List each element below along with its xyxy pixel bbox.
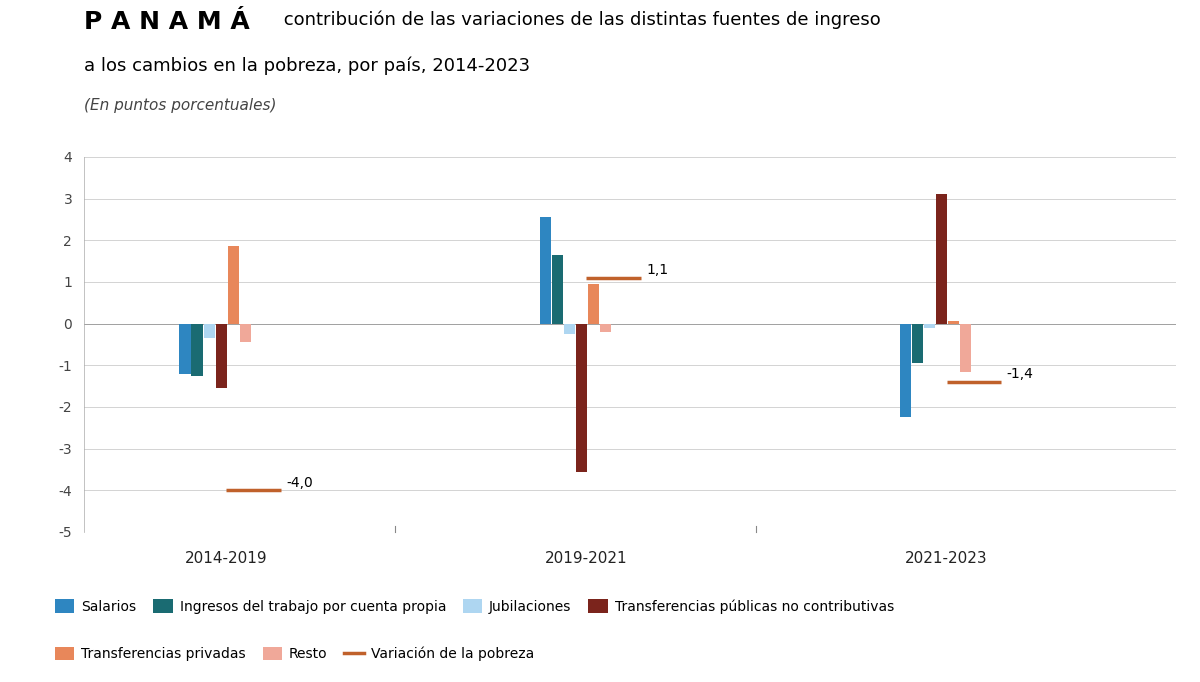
Text: 2021-2023: 2021-2023 <box>905 551 988 565</box>
Bar <box>588 284 599 323</box>
Bar <box>912 323 923 363</box>
Text: -1,4: -1,4 <box>1007 368 1033 381</box>
Bar <box>204 323 215 338</box>
Text: -4,0: -4,0 <box>286 476 313 490</box>
Text: 1,1: 1,1 <box>647 263 668 277</box>
Text: P A N A M Á: P A N A M Á <box>84 10 250 34</box>
Bar <box>180 323 191 374</box>
Text: (En puntos porcentuales): (En puntos porcentuales) <box>84 98 276 113</box>
Bar <box>564 323 575 334</box>
Legend: Salarios, Ingresos del trabajo por cuenta propia, Jubilaciones, Transferencias p: Salarios, Ingresos del trabajo por cuent… <box>55 599 894 614</box>
Bar <box>924 323 935 328</box>
Bar <box>948 321 959 323</box>
Bar <box>900 323 911 417</box>
Text: contribución de las variaciones de las distintas fuentes de ingreso: contribución de las variaciones de las d… <box>278 10 881 29</box>
Bar <box>960 323 971 372</box>
Text: 2019-2021: 2019-2021 <box>545 551 628 565</box>
Bar <box>216 323 227 388</box>
Bar <box>192 323 203 376</box>
Text: 2014-2019: 2014-2019 <box>185 551 268 565</box>
Bar <box>228 246 239 323</box>
Bar <box>540 218 551 323</box>
Legend: Transferencias privadas, Resto, Variación de la pobreza: Transferencias privadas, Resto, Variació… <box>55 647 534 662</box>
Text: a los cambios en la pobreza, por país, 2014-2023: a los cambios en la pobreza, por país, 2… <box>84 57 530 75</box>
Bar <box>600 323 611 332</box>
Bar <box>936 194 947 323</box>
Bar <box>552 255 563 323</box>
Bar <box>240 323 251 342</box>
Bar <box>576 323 587 471</box>
